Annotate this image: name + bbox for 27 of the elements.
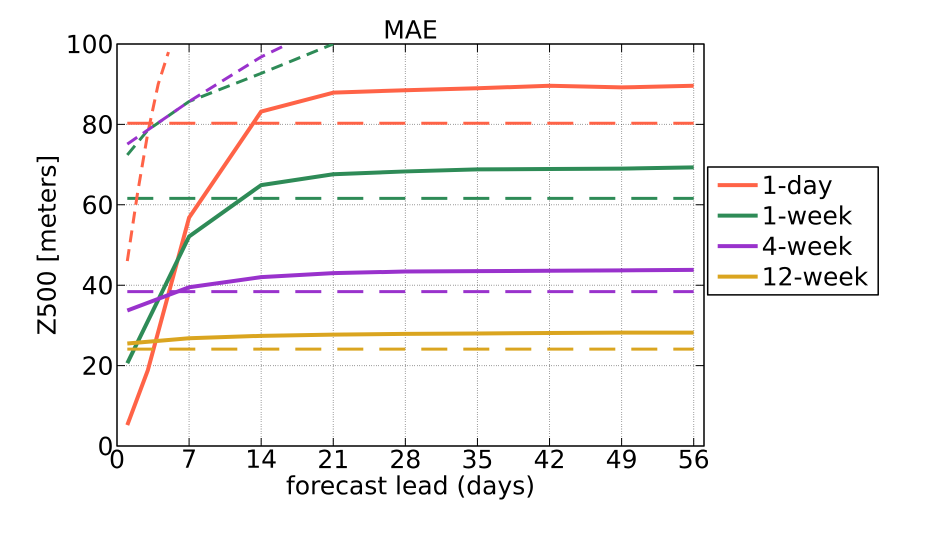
x-tick-label: 0 (110, 450, 124, 468)
y-tick-label: 20 (83, 356, 112, 376)
line-series (125, 330, 696, 346)
x-tick-label: 21 (319, 450, 347, 468)
x-tick-label: 28 (391, 450, 420, 468)
legend-label: 1-day (764, 174, 832, 200)
x-tick-label: 14 (248, 450, 276, 468)
legend-label: 12-week (764, 266, 868, 286)
x-tick-label: 7 (183, 450, 195, 468)
y-tick-label: 100 (68, 34, 112, 54)
chart-title: MAE (386, 20, 436, 38)
line-series (126, 44, 335, 156)
x-tick-label: 42 (534, 450, 563, 468)
line-series (125, 165, 696, 366)
x-tick-label: 35 (463, 450, 492, 468)
x-tick-label: 49 (606, 450, 636, 468)
y-axis-title: Z500 [meters] (36, 156, 59, 334)
y-tick-label: 80 (83, 114, 112, 134)
x-tick-label: 56 (680, 450, 708, 468)
y-tick-label: 40 (82, 276, 112, 295)
y-tick-label: 60 (83, 195, 112, 214)
line-series (125, 268, 696, 313)
y-tick-label: 0 (99, 436, 112, 456)
legend-label: 1-week (764, 205, 852, 225)
legend-label: 4-week (762, 236, 852, 256)
line-series (125, 84, 696, 428)
x-axis-title: forecast lead (days) (286, 475, 533, 500)
